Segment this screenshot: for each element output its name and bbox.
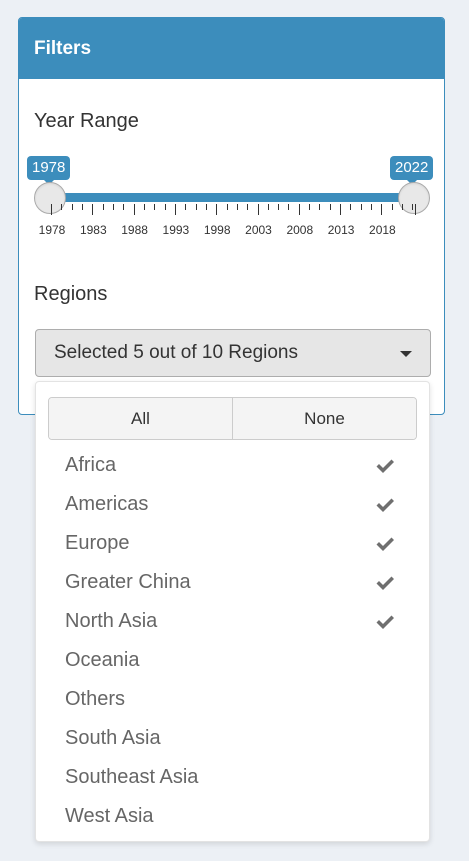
region-option-north-asia[interactable]: North Asia <box>65 602 405 641</box>
region-option-europe[interactable]: Europe <box>65 524 405 563</box>
slider-minor-tick <box>144 204 145 210</box>
slider-tick-label: 1988 <box>115 223 155 237</box>
select-all-button[interactable]: All <box>49 398 232 439</box>
check-icon <box>375 534 395 554</box>
slider-minor-tick <box>154 204 155 210</box>
slider-minor-tick <box>113 204 114 210</box>
region-option-africa[interactable]: Africa <box>65 446 405 485</box>
slider-minor-tick <box>361 204 362 210</box>
slider-min-value: 1978 <box>27 156 70 180</box>
slider-major-tick <box>381 204 382 215</box>
slider-minor-tick <box>82 204 83 210</box>
region-option-greater-china[interactable]: Greater China <box>65 563 405 602</box>
slider-tick-label: 2018 <box>362 223 402 237</box>
regions-dropdown-button[interactable]: Selected 5 out of 10 Regions <box>35 329 431 377</box>
slider-minor-tick <box>165 204 166 210</box>
slider-major-tick <box>258 204 259 215</box>
slider-minor-tick <box>402 204 403 210</box>
deselect-all-button[interactable]: None <box>232 398 416 439</box>
region-option-label: Europe <box>65 532 130 554</box>
slider-major-tick <box>92 204 93 215</box>
slider-tick-label: 1983 <box>73 223 113 237</box>
region-option-label: Others <box>65 688 125 710</box>
slider-tick-label: 2003 <box>239 223 279 237</box>
slider-minor-tick <box>309 204 310 210</box>
slider-minor-tick <box>278 204 279 210</box>
slider-major-tick <box>415 204 416 215</box>
check-icon <box>375 612 395 632</box>
region-option-label: Oceania <box>65 649 140 671</box>
slider-tick-label: 2013 <box>321 223 361 237</box>
regions-selected-text: Selected 5 out of 10 Regions <box>54 342 298 363</box>
regions-label: Regions <box>34 283 107 306</box>
slider-major-tick <box>216 204 217 215</box>
slider-minor-tick <box>350 204 351 210</box>
region-option-others[interactable]: Others <box>65 680 405 719</box>
slider-minor-tick <box>330 204 331 210</box>
check-icon <box>375 573 395 593</box>
slider-minor-tick <box>61 204 62 210</box>
select-actions: All None <box>48 397 417 440</box>
region-option-americas[interactable]: Americas <box>65 485 405 524</box>
region-option-label: South Asia <box>65 727 161 749</box>
region-option-label: Southeast Asia <box>65 766 198 788</box>
slider-minor-tick <box>288 204 289 210</box>
slider-minor-tick <box>412 204 413 210</box>
slider-minor-tick <box>268 204 269 210</box>
slider-selected-range[interactable] <box>51 193 415 202</box>
slider-minor-tick <box>72 204 73 210</box>
slider-minor-tick <box>185 204 186 210</box>
slider-major-tick <box>51 204 52 215</box>
slider-major-tick <box>175 204 176 215</box>
region-option-label: Africa <box>65 454 116 476</box>
region-option-west-asia[interactable]: West Asia <box>65 797 405 836</box>
region-option-label: North Asia <box>65 610 157 632</box>
slider-minor-tick <box>247 204 248 210</box>
region-option-oceania[interactable]: Oceania <box>65 641 405 680</box>
slider-minor-tick <box>237 204 238 210</box>
check-icon <box>375 456 395 476</box>
regions-dropdown-menu: All None Africa Americas Europe Greater Chi… <box>35 381 430 842</box>
check-icon <box>375 495 395 515</box>
slider-tick-label: 1998 <box>197 223 237 237</box>
region-option-southeast-asia[interactable]: Southeast Asia <box>65 758 405 797</box>
slider-tick-label: 1993 <box>156 223 196 237</box>
slider-tick-label: 1978 <box>32 223 72 237</box>
caret-down-icon <box>400 351 412 357</box>
slider-minor-tick <box>206 204 207 210</box>
slider-minor-tick <box>371 204 372 210</box>
slider-minor-tick <box>103 204 104 210</box>
slider-major-tick <box>340 204 341 215</box>
region-option-label: Greater China <box>65 571 191 593</box>
slider-max-value: 2022 <box>390 156 433 180</box>
region-option-label: Americas <box>65 493 148 515</box>
slider-major-tick <box>134 204 135 215</box>
slider-major-tick <box>299 204 300 215</box>
slider-minor-tick <box>123 204 124 210</box>
region-option-label: West Asia <box>65 805 154 827</box>
slider-minor-tick <box>319 204 320 210</box>
filters-panel: Filters Year Range 1978 2022 1978 1983 198… <box>18 17 445 415</box>
region-option-south-asia[interactable]: South Asia <box>65 719 405 758</box>
slider-tick-label: 2008 <box>280 223 320 237</box>
slider-minor-tick <box>392 204 393 210</box>
slider-minor-tick <box>196 204 197 210</box>
slider-minor-tick <box>227 204 228 210</box>
